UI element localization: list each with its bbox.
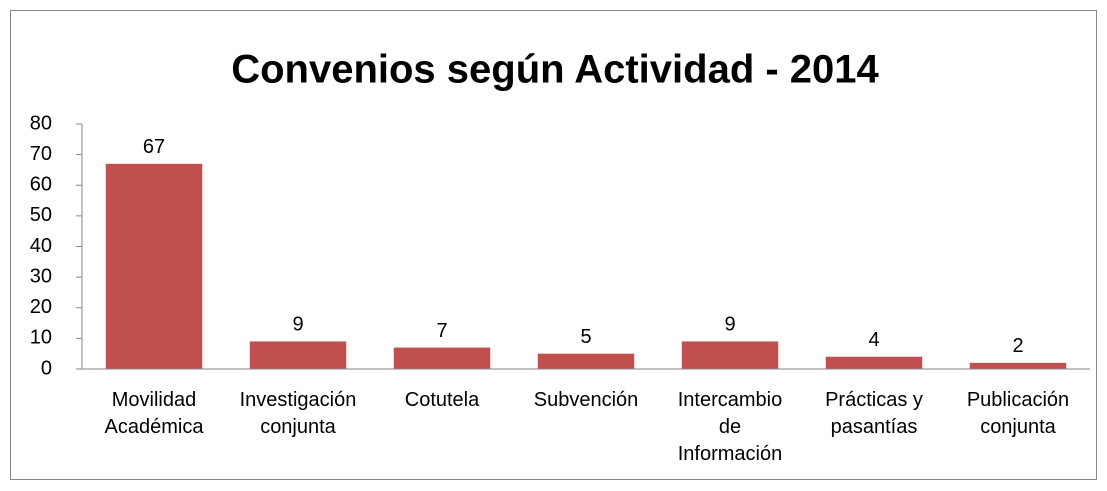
y-tick-label: 10 <box>30 327 52 349</box>
value-label: 5 <box>580 326 591 348</box>
bar <box>537 353 635 369</box>
y-tick-label: 40 <box>30 235 52 257</box>
x-tick-label: Subvención <box>533 389 639 411</box>
x-tick-label: Prácticas y pasantías <box>825 389 923 438</box>
value-label: 67 <box>143 136 165 158</box>
x-tick-label: Movilidad Académica <box>104 389 204 438</box>
y-tick-label: 50 <box>30 204 52 226</box>
bar <box>681 341 779 369</box>
bar <box>825 356 923 369</box>
y-tick-label: 70 <box>30 143 52 165</box>
bar <box>393 347 491 369</box>
y-tick-label: 30 <box>30 265 52 287</box>
y-tick-label: 0 <box>41 357 52 379</box>
bar <box>249 341 347 369</box>
bar <box>105 163 203 369</box>
y-tick-label: 20 <box>30 296 52 318</box>
x-tick-label: Cotutela <box>404 389 480 411</box>
value-label: 9 <box>292 314 303 336</box>
x-tick-label: Publicación conjunta <box>966 389 1070 438</box>
chart-title: Convenios según Actividad - 2014 <box>231 48 879 92</box>
value-label: 2 <box>1012 335 1023 357</box>
value-label: 4 <box>868 329 879 351</box>
y-tick-label: 80 <box>30 112 52 134</box>
x-tick-label: Investigación conjunta <box>239 389 357 438</box>
value-label: 9 <box>724 314 735 336</box>
bar <box>969 362 1067 369</box>
x-tick-label: Intercambio de Información <box>677 389 783 465</box>
value-label: 7 <box>436 320 447 342</box>
y-tick-label: 60 <box>30 174 52 196</box>
